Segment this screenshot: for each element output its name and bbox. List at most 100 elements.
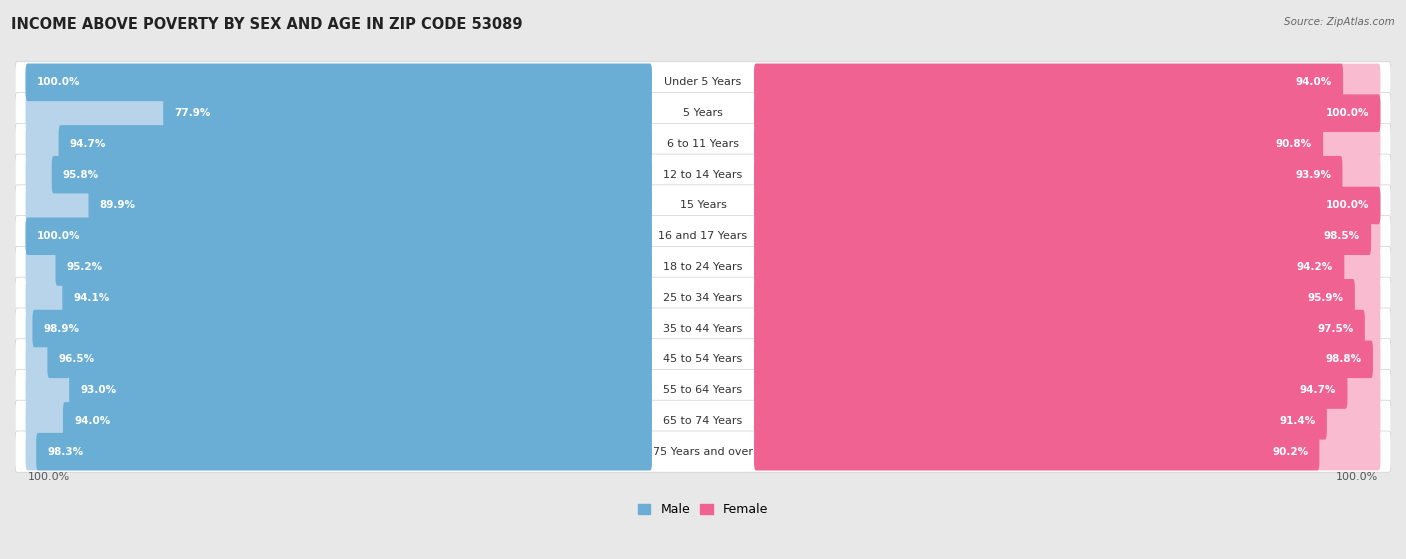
Text: Source: ZipAtlas.com: Source: ZipAtlas.com	[1284, 17, 1395, 27]
FancyBboxPatch shape	[754, 217, 1381, 255]
FancyBboxPatch shape	[163, 94, 652, 132]
Text: INCOME ABOVE POVERTY BY SEX AND AGE IN ZIP CODE 53089: INCOME ABOVE POVERTY BY SEX AND AGE IN Z…	[11, 17, 523, 32]
FancyBboxPatch shape	[25, 248, 652, 286]
FancyBboxPatch shape	[754, 187, 1381, 224]
FancyBboxPatch shape	[754, 402, 1327, 439]
Text: 98.9%: 98.9%	[44, 324, 80, 334]
FancyBboxPatch shape	[15, 216, 1391, 257]
Text: 98.5%: 98.5%	[1323, 231, 1360, 241]
FancyBboxPatch shape	[89, 187, 652, 224]
FancyBboxPatch shape	[15, 277, 1391, 319]
FancyBboxPatch shape	[754, 64, 1381, 101]
FancyBboxPatch shape	[754, 64, 1343, 101]
Text: 91.4%: 91.4%	[1279, 416, 1316, 426]
FancyBboxPatch shape	[754, 94, 1381, 132]
Text: 98.8%: 98.8%	[1326, 354, 1362, 364]
Text: 15 Years: 15 Years	[679, 201, 727, 211]
FancyBboxPatch shape	[25, 64, 652, 101]
FancyBboxPatch shape	[63, 402, 652, 439]
Text: 77.9%: 77.9%	[174, 108, 211, 118]
FancyBboxPatch shape	[754, 248, 1344, 286]
FancyBboxPatch shape	[754, 156, 1343, 193]
FancyBboxPatch shape	[754, 279, 1355, 316]
FancyBboxPatch shape	[754, 156, 1381, 193]
FancyBboxPatch shape	[48, 340, 652, 378]
Text: 25 to 34 Years: 25 to 34 Years	[664, 293, 742, 303]
Text: 94.2%: 94.2%	[1296, 262, 1333, 272]
FancyBboxPatch shape	[754, 371, 1381, 409]
FancyBboxPatch shape	[25, 217, 652, 255]
Legend: Male, Female: Male, Female	[633, 498, 773, 522]
FancyBboxPatch shape	[15, 185, 1391, 226]
Text: 94.7%: 94.7%	[70, 139, 107, 149]
FancyBboxPatch shape	[754, 433, 1381, 470]
FancyBboxPatch shape	[59, 125, 652, 163]
FancyBboxPatch shape	[25, 340, 652, 378]
FancyBboxPatch shape	[754, 217, 1371, 255]
Text: 95.8%: 95.8%	[63, 170, 98, 179]
FancyBboxPatch shape	[754, 310, 1365, 347]
Text: 65 to 74 Years: 65 to 74 Years	[664, 416, 742, 426]
Text: 100.0%: 100.0%	[1326, 108, 1369, 118]
FancyBboxPatch shape	[25, 217, 652, 255]
Text: 90.2%: 90.2%	[1272, 447, 1308, 457]
Text: 75 Years and over: 75 Years and over	[652, 447, 754, 457]
FancyBboxPatch shape	[754, 340, 1372, 378]
FancyBboxPatch shape	[25, 310, 652, 347]
FancyBboxPatch shape	[25, 371, 652, 409]
Text: 97.5%: 97.5%	[1317, 324, 1354, 334]
FancyBboxPatch shape	[754, 433, 1319, 470]
FancyBboxPatch shape	[754, 125, 1381, 163]
Text: 45 to 54 Years: 45 to 54 Years	[664, 354, 742, 364]
FancyBboxPatch shape	[25, 64, 652, 101]
FancyBboxPatch shape	[15, 247, 1391, 288]
Text: 5 Years: 5 Years	[683, 108, 723, 118]
FancyBboxPatch shape	[754, 187, 1381, 224]
FancyBboxPatch shape	[25, 94, 652, 132]
FancyBboxPatch shape	[15, 93, 1391, 134]
FancyBboxPatch shape	[754, 310, 1381, 347]
FancyBboxPatch shape	[52, 156, 652, 193]
Text: 12 to 14 Years: 12 to 14 Years	[664, 170, 742, 179]
FancyBboxPatch shape	[754, 279, 1381, 316]
Text: 94.7%: 94.7%	[1299, 385, 1336, 395]
Text: 95.2%: 95.2%	[66, 262, 103, 272]
FancyBboxPatch shape	[15, 154, 1391, 195]
FancyBboxPatch shape	[754, 371, 1347, 409]
Text: 93.9%: 93.9%	[1295, 170, 1331, 179]
Text: 18 to 24 Years: 18 to 24 Years	[664, 262, 742, 272]
Text: 94.0%: 94.0%	[75, 416, 111, 426]
Text: 6 to 11 Years: 6 to 11 Years	[666, 139, 740, 149]
Text: 100.0%: 100.0%	[37, 231, 80, 241]
FancyBboxPatch shape	[754, 402, 1381, 439]
FancyBboxPatch shape	[754, 340, 1381, 378]
FancyBboxPatch shape	[25, 156, 652, 193]
FancyBboxPatch shape	[25, 187, 652, 224]
FancyBboxPatch shape	[62, 279, 652, 316]
Text: 89.9%: 89.9%	[100, 201, 135, 211]
Text: 94.1%: 94.1%	[73, 293, 110, 303]
FancyBboxPatch shape	[37, 433, 652, 470]
FancyBboxPatch shape	[15, 62, 1391, 103]
FancyBboxPatch shape	[25, 125, 652, 163]
FancyBboxPatch shape	[32, 310, 652, 347]
Text: 16 and 17 Years: 16 and 17 Years	[658, 231, 748, 241]
FancyBboxPatch shape	[754, 94, 1381, 132]
FancyBboxPatch shape	[754, 248, 1381, 286]
Text: 96.5%: 96.5%	[59, 354, 94, 364]
Text: 100.0%: 100.0%	[28, 472, 70, 482]
Text: 93.0%: 93.0%	[80, 385, 117, 395]
FancyBboxPatch shape	[25, 402, 652, 439]
FancyBboxPatch shape	[69, 371, 652, 409]
FancyBboxPatch shape	[15, 400, 1391, 442]
FancyBboxPatch shape	[15, 369, 1391, 411]
FancyBboxPatch shape	[754, 125, 1323, 163]
Text: Under 5 Years: Under 5 Years	[665, 77, 741, 87]
FancyBboxPatch shape	[15, 124, 1391, 164]
Text: 55 to 64 Years: 55 to 64 Years	[664, 385, 742, 395]
FancyBboxPatch shape	[25, 279, 652, 316]
Text: 94.0%: 94.0%	[1295, 77, 1331, 87]
FancyBboxPatch shape	[15, 308, 1391, 349]
FancyBboxPatch shape	[55, 248, 652, 286]
FancyBboxPatch shape	[15, 339, 1391, 380]
